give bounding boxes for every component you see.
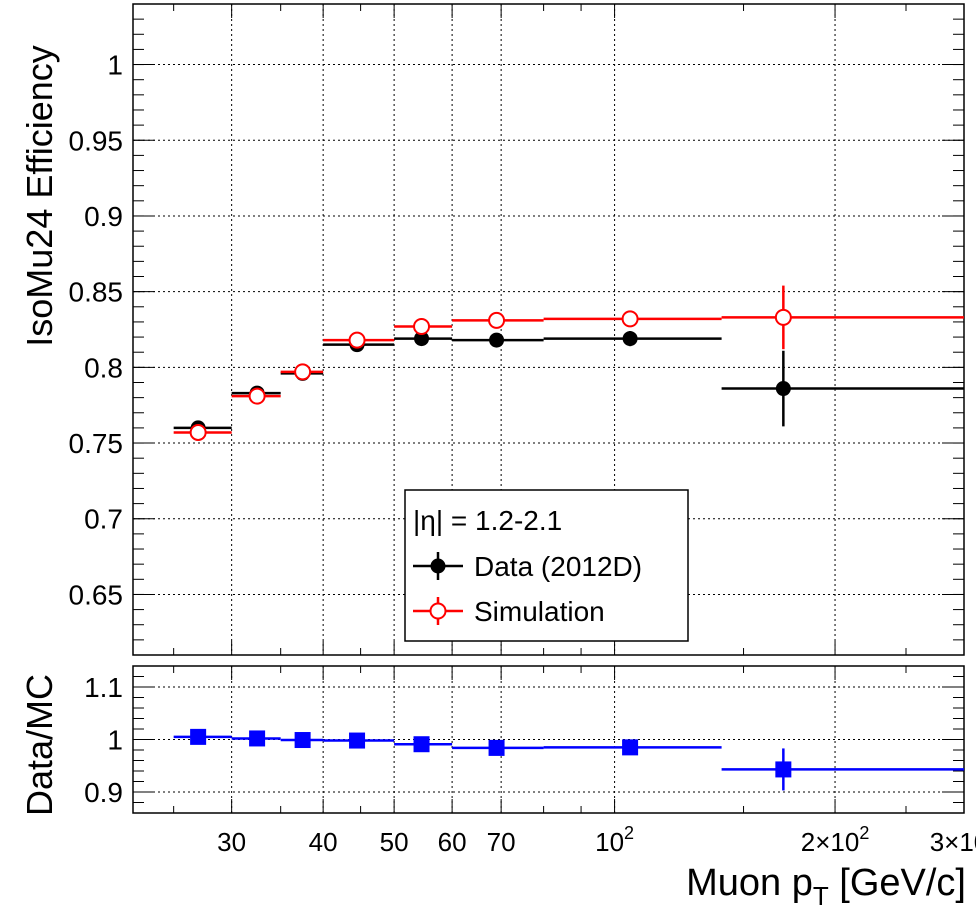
ratio-y-axis-label: Data/MC — [19, 674, 60, 816]
x-tick-label: 2×102 — [801, 823, 870, 857]
series-1-point-3 — [348, 331, 366, 349]
x-axis-label: Muon pT [GeV/c] — [686, 862, 966, 907]
y-tick-label: 1 — [107, 725, 123, 756]
x-tick-label-exponent: 2 — [859, 823, 869, 843]
legend-entry-1: Simulation — [474, 596, 605, 627]
series-2-point-1 — [249, 730, 266, 747]
legend-entry-0: Data (2012D) — [474, 551, 642, 582]
y-tick-label: 0.9 — [84, 201, 123, 232]
series-0-point-4 — [414, 331, 430, 347]
y-tick-label: 1 — [107, 50, 123, 81]
series-1-point-4 — [413, 317, 431, 335]
x-tick-label-base: 3×10 — [930, 827, 976, 857]
y-tick-label: 1.1 — [84, 672, 123, 703]
x-axis-label-sub: T — [813, 881, 829, 907]
x-tick-label: 40 — [309, 827, 338, 857]
x-axis-label-main: Muon p — [686, 862, 813, 904]
legend-marker-0 — [430, 558, 446, 574]
y-tick-label: 0.95 — [69, 125, 124, 156]
x-tick-label: 60 — [438, 827, 467, 857]
x-tick-label-base: 10 — [595, 827, 624, 857]
x-tick-label: 3×102 — [930, 823, 976, 857]
x-tick-label-base: 2×10 — [801, 827, 860, 857]
series-1-point-7 — [774, 308, 792, 326]
y-axis-label: IsoMu24 Efficiency — [19, 45, 60, 346]
series-1-point-1 — [248, 387, 266, 405]
series-0-point-5 — [489, 332, 505, 348]
x-tick-label-exponent: 2 — [624, 823, 634, 843]
y-tick-label: 0.65 — [69, 579, 124, 610]
series-0-point-7 — [775, 381, 791, 397]
series-0-point-6 — [622, 331, 638, 347]
y-tick-label: 0.9 — [84, 777, 123, 808]
x-axis-label-unit: [GeV/c] — [829, 862, 966, 904]
plot-frame — [132, 3, 965, 656]
series-2-point-7 — [775, 761, 792, 778]
x-tick-label: 102 — [595, 823, 634, 857]
plot-frame — [132, 665, 965, 814]
series-2-point-3 — [349, 732, 366, 749]
series-1-point-2 — [294, 363, 312, 381]
series-1-point-6 — [621, 310, 639, 328]
legend: |η| = 1.2-2.1 Data (2012D) Simulation — [404, 489, 689, 642]
legend-header: |η| = 1.2-2.1 — [413, 505, 562, 536]
x-tick-label: 30 — [217, 827, 246, 857]
efficiency-panel: 0.65 0.7 0.75 0.8 0.85 0.9 0.95 1 |η| = 1.2-2.1 D… — [69, 3, 965, 656]
series-2-point-0 — [190, 728, 207, 745]
legend-marker-1 — [429, 602, 447, 620]
y-tick-label: 0.85 — [69, 277, 124, 308]
series-1-point-5 — [488, 311, 506, 329]
x-tick-label: 50 — [380, 827, 409, 857]
series-2-point-4 — [413, 736, 430, 753]
x-tick-label: 70 — [487, 827, 516, 857]
y-tick-label: 0.7 — [84, 504, 123, 535]
series-1-point-0 — [189, 423, 207, 441]
series-2-point-6 — [622, 739, 639, 756]
y-tick-label: 0.75 — [69, 428, 124, 459]
series-2-point-5 — [488, 739, 505, 756]
series-2-point-2 — [294, 732, 311, 749]
y-tick-label: 0.8 — [84, 352, 123, 383]
